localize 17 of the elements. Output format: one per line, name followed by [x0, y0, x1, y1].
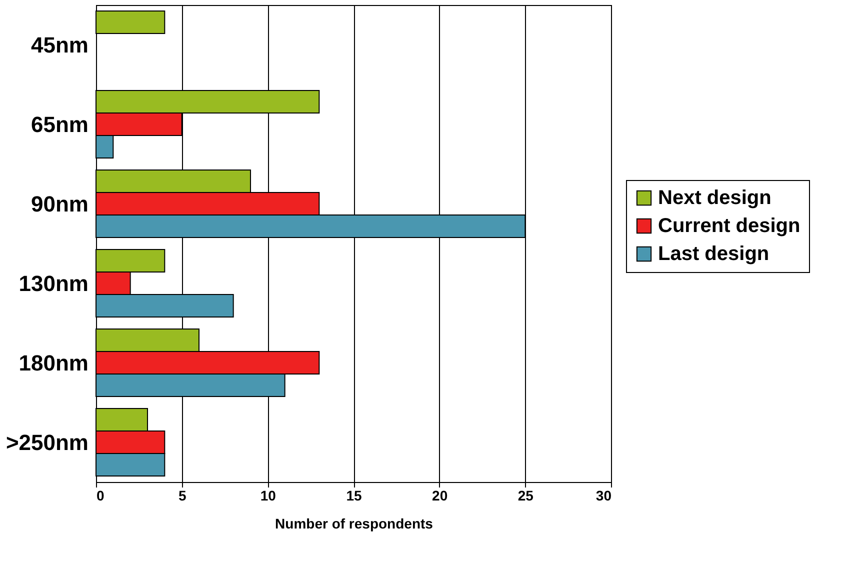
x-tick-label: 0 [96, 488, 104, 504]
legend-label: Next design [658, 187, 772, 209]
y-tick-label: >250nm [6, 430, 88, 455]
y-tick-label: 180nm [18, 350, 88, 376]
x-tick-label: 20 [432, 488, 448, 504]
y-tick-label: 65nm [31, 112, 88, 137]
x-tick-label: 15 [346, 488, 362, 504]
x-tick-label: 10 [260, 488, 276, 504]
x-tick-label: 25 [518, 488, 534, 504]
legend-label: Last design [658, 243, 770, 265]
y-tick-label: 130nm [18, 270, 88, 296]
y-tick-label: 90nm [31, 191, 88, 216]
legend-label: Current design [658, 215, 800, 237]
x-tick-label: 30 [596, 488, 612, 504]
x-tick-label: 5 [178, 488, 186, 504]
x-axis-title: Number of respondents [275, 516, 434, 532]
y-tick-label: 45nm [31, 32, 88, 58]
